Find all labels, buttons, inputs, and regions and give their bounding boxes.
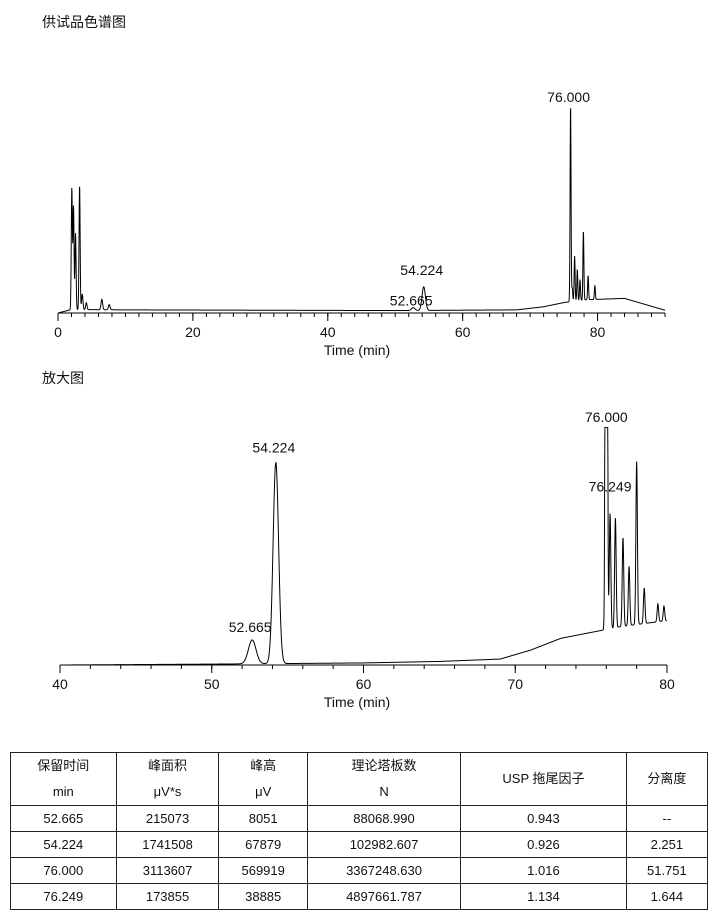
x-tick-label: 20 — [185, 324, 201, 340]
table-cell: 3367248.630 — [306, 857, 462, 884]
x-tick-label: 60 — [356, 676, 372, 692]
x-axis-label: Time (min) — [324, 694, 390, 710]
peak-label: 52.665 — [390, 293, 433, 309]
trace-line — [57, 108, 666, 314]
peak-label: 54.224 — [252, 440, 295, 456]
peak-label: 76.000 — [547, 89, 590, 105]
table-cell: 38885 — [218, 883, 308, 910]
table-cell: 76.000 — [10, 857, 117, 884]
trace-line — [60, 427, 668, 666]
table-cell: 1.644 — [625, 883, 709, 910]
x-tick-label: 70 — [507, 676, 523, 692]
peak-label: 76.000 — [585, 409, 628, 425]
x-tick-label: 80 — [659, 676, 675, 692]
header-resolution: 分离度 — [625, 752, 709, 806]
table-cell: 54.224 — [10, 831, 117, 858]
table-cell: 102982.607 — [306, 831, 462, 858]
table-cell: 1.134 — [460, 883, 627, 910]
table-cell: 4897661.787 — [306, 883, 462, 910]
table-cell: 2.251 — [625, 831, 709, 858]
table-cell: 569919 — [218, 857, 308, 884]
header-peak-area: 峰面积 μV*s — [115, 752, 220, 806]
x-tick-label: 50 — [204, 676, 220, 692]
table-cell: 67879 — [218, 831, 308, 858]
table-cell: 3113607 — [115, 857, 220, 884]
table-row: 54.224 1741508 67879 102982.607 0.926 2.… — [10, 831, 709, 858]
table-cell: 215073 — [115, 805, 220, 832]
header-plate-count: 理论塔板数 N — [306, 752, 462, 806]
table-cell: 1741508 — [115, 831, 220, 858]
x-tick-label: 40 — [52, 676, 68, 692]
x-tick-label: 0 — [54, 324, 62, 340]
x-tick-label: 80 — [590, 324, 606, 340]
header-retention-time: 保留时间 min — [10, 752, 117, 806]
full-chromatogram: 0 20 40 60 80 Time (min) 52.665 54.224 76.000 — [54, 89, 666, 358]
table-cell: 52.665 — [10, 805, 117, 832]
table-cell: 51.751 — [625, 857, 709, 884]
header-peak-height: 峰高 μV — [218, 752, 308, 806]
table-cell: 0.943 — [460, 805, 627, 832]
table-row: 76.249 173855 38885 4897661.787 1.134 1.… — [10, 883, 709, 910]
table-cell: 88068.990 — [306, 805, 462, 832]
table-cell: 8051 — [218, 805, 308, 832]
table-cell: -- — [625, 805, 709, 832]
chromatogram-title: 供试品色谱图 — [42, 15, 126, 31]
peak-label: 54.224 — [400, 262, 443, 278]
table-cell: 1.016 — [460, 857, 627, 884]
table-cell: 76.249 — [10, 883, 117, 910]
table-row: 52.665 215073 8051 88068.990 0.943 -- — [10, 805, 709, 832]
x-tick-label: 60 — [455, 324, 471, 340]
table-cell: 173855 — [115, 883, 220, 910]
table-row: 76.000 3113607 569919 3367248.630 1.016 … — [10, 857, 709, 884]
zoom-title: 放大图 — [42, 371, 84, 387]
x-axis-label: Time (min) — [324, 342, 390, 358]
x-tick-label: 40 — [320, 324, 336, 340]
peak-results-table: 保留时间 min 峰面积 μV*s 峰高 μV 理论塔板数 N USP 拖尾因子 分离度… — [10, 752, 709, 910]
zoomed-chromatogram: 40 50 60 70 80 Time (min) 52.665 54.224 76.000 76… — [52, 409, 675, 710]
table-header-row: 保留时间 min 峰面积 μV*s 峰高 μV 理论塔板数 N USP 拖尾因子 分离度 — [10, 752, 709, 806]
header-tailing-factor: USP 拖尾因子 — [460, 752, 627, 806]
table-cell: 0.926 — [460, 831, 627, 858]
peak-label: 52.665 — [229, 619, 272, 635]
peak-label: 76.249 — [589, 479, 632, 495]
